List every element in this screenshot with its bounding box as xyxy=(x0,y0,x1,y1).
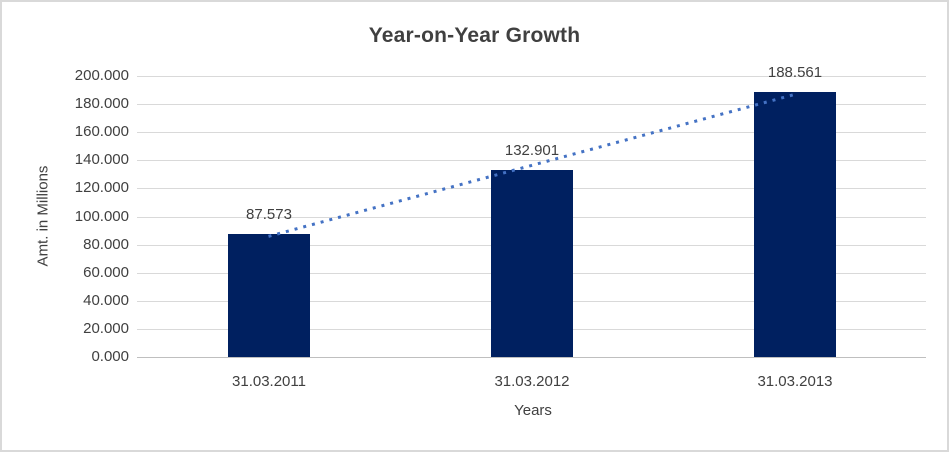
y-axis-tick-label: 200.000 xyxy=(74,67,129,84)
x-axis-line xyxy=(137,357,926,358)
y-axis-tick-label: 140.000 xyxy=(74,151,129,168)
y-axis-tick-label: 40.000 xyxy=(83,292,129,309)
bar-value-label: 188.561 xyxy=(767,64,823,81)
bar xyxy=(754,92,836,357)
y-axis-tick-label: 60.000 xyxy=(83,264,129,281)
y-axis-tick-label: 20.000 xyxy=(83,320,129,337)
y-axis-tick-label: 0.000 xyxy=(91,348,129,365)
bar xyxy=(491,170,573,357)
bar xyxy=(228,234,310,357)
y-axis-tick-label: 100.000 xyxy=(74,208,129,225)
x-axis-category-label: 31.03.2013 xyxy=(757,373,833,390)
bar-value-label: 132.901 xyxy=(504,142,560,159)
gridline xyxy=(137,76,926,77)
y-axis-tick-label: 80.000 xyxy=(83,236,129,253)
x-axis-category-label: 31.03.2011 xyxy=(232,373,306,390)
chart-title: Year-on-Year Growth xyxy=(368,24,581,47)
y-axis-tick-label: 180.000 xyxy=(74,95,129,112)
x-axis-category-label: 31.03.2012 xyxy=(494,373,570,390)
bar-value-label: 87.573 xyxy=(246,206,292,223)
y-axis-tick-label: 160.000 xyxy=(74,123,129,140)
y-axis-tick-label: 120.000 xyxy=(74,179,129,196)
x-axis-title: Years xyxy=(514,402,552,419)
